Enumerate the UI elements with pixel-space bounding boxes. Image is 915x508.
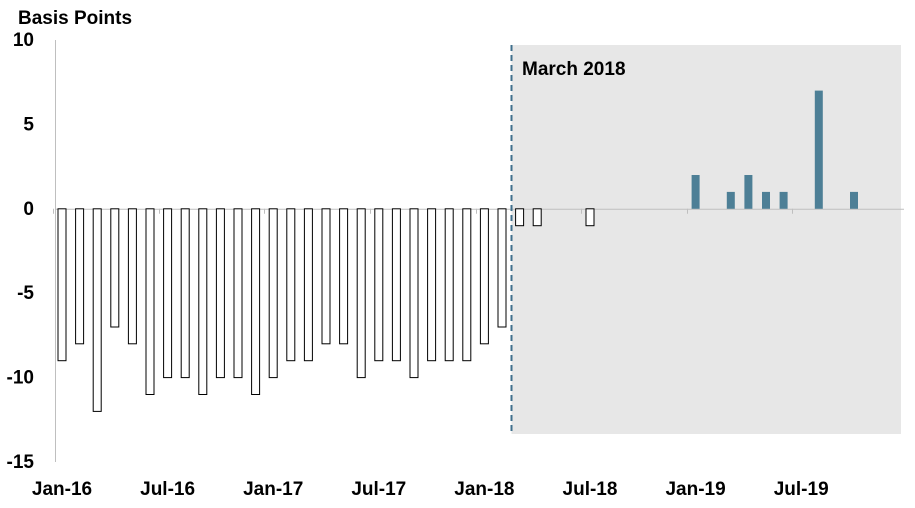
unit-label: Basis Points [18, 8, 132, 29]
bar [215, 208, 225, 379]
bar [479, 208, 489, 345]
x-tick-label: Jan-19 [665, 479, 725, 500]
bar [356, 208, 366, 379]
bar [57, 208, 67, 362]
bar [145, 208, 155, 395]
bar [163, 208, 173, 379]
bar [180, 208, 190, 379]
bar [779, 191, 788, 209]
bar [233, 208, 243, 379]
y-tick-label: -10 [7, 368, 34, 389]
annotation-label: March 2018 [522, 59, 626, 80]
bar [427, 208, 437, 362]
bar [850, 191, 858, 209]
y-tick-label: 0 [23, 199, 34, 220]
y-tick-labels: 10 5 0 -5 -10 -15 [7, 30, 35, 473]
bar [691, 175, 700, 209]
bars-group [57, 90, 858, 412]
y-tick-label: 5 [23, 114, 34, 135]
highlight-shade [511, 45, 901, 434]
bar [391, 208, 401, 362]
x-tick-label: Jan-17 [243, 479, 303, 500]
bar [198, 208, 208, 395]
bar [110, 208, 120, 328]
bar [303, 208, 313, 362]
bar [268, 208, 278, 379]
bar [726, 191, 735, 209]
x-tick-label: Jul-16 [140, 479, 195, 500]
x-tick-label: Jan-16 [32, 479, 92, 500]
bar [75, 208, 85, 345]
x-tick-label: Jul-19 [774, 479, 829, 500]
x-tick-label: Jan-18 [454, 479, 514, 500]
bar [251, 208, 261, 395]
x-tick-labels: Jan-16 Jul-16 Jan-17 Jul-17 Jan-18 Jul-18 Jan-… [32, 479, 829, 500]
bar [515, 208, 525, 227]
y-tick-label: -15 [7, 452, 35, 473]
bar [286, 208, 296, 362]
bar [321, 208, 331, 345]
bar [585, 208, 595, 227]
bar [814, 90, 823, 209]
bar [744, 175, 753, 209]
y-tick-label: -5 [17, 283, 34, 304]
y-tick-label: 10 [13, 30, 34, 51]
bar [409, 208, 419, 379]
bar [532, 208, 542, 227]
bar [92, 208, 102, 412]
bar [127, 208, 137, 345]
bar [374, 208, 384, 362]
x-tick-marks [53, 208, 793, 214]
bar [339, 208, 349, 345]
bar [462, 208, 472, 362]
bar [497, 208, 507, 328]
bar [444, 208, 454, 362]
bar [762, 191, 770, 209]
x-tick-label: Jul-17 [351, 479, 406, 500]
x-tick-label: Jul-18 [563, 479, 618, 500]
